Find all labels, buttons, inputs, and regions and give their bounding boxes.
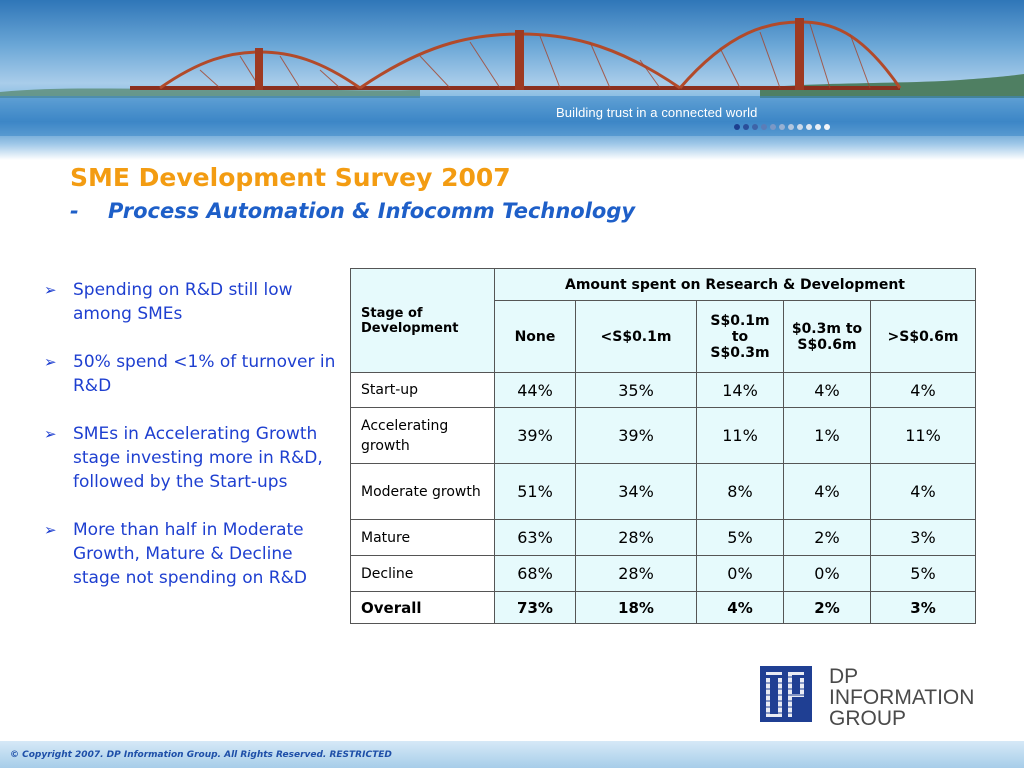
cell-value: 14% bbox=[696, 372, 784, 408]
cell-value: 3% bbox=[870, 519, 976, 556]
column-header: $0.3m to S$0.6m bbox=[783, 300, 871, 373]
rd-spending-table: Stage of Development Amount spent on Res… bbox=[350, 268, 976, 624]
cell-value: 3% bbox=[870, 591, 976, 624]
column-header: None bbox=[494, 300, 576, 373]
row-label: Decline bbox=[350, 555, 495, 592]
dot-icon bbox=[824, 124, 830, 130]
dp-logo-icon bbox=[760, 666, 812, 722]
cell-value: 5% bbox=[696, 519, 784, 556]
cell-value: 11% bbox=[696, 407, 784, 464]
key-findings-list: ➢ Spending on R&D still low among SMEs ➢ 5… bbox=[44, 278, 344, 614]
page-subtitle: - Process Automation & Infocomm Technolog… bbox=[70, 199, 635, 223]
decorative-dots bbox=[734, 124, 830, 130]
bullet-item: ➢ 50% spend <1% of turnover in R&D bbox=[44, 350, 344, 398]
column-header: S$0.1m to S$0.3m bbox=[696, 300, 784, 373]
cell-value: 4% bbox=[783, 372, 871, 408]
cell-value: 4% bbox=[783, 463, 871, 520]
copyright-text: © Copyright 2007. DP Information Group. … bbox=[10, 750, 392, 760]
row-label: Moderate growth bbox=[350, 463, 495, 520]
cell-value: 28% bbox=[575, 555, 697, 592]
bullet-text: Spending on R&D still low among SMEs bbox=[73, 280, 293, 324]
dp-logo-mark bbox=[760, 666, 812, 722]
dot-icon bbox=[752, 124, 758, 130]
header-banner: Building trust in a connected world bbox=[0, 0, 1024, 160]
dot-icon bbox=[770, 124, 776, 130]
dot-icon bbox=[797, 124, 803, 130]
table-row: Moderate growth 51% 34% 8% 4% 4% bbox=[350, 463, 976, 520]
table-subheader-row: None <S$0.1m S$0.1m to S$0.3m $0.3m to S… bbox=[351, 300, 976, 373]
cell-value: 44% bbox=[494, 372, 576, 408]
subtitle-dash: - bbox=[70, 199, 79, 223]
table-row-overall: Overall 73% 18% 4% 2% 3% bbox=[350, 591, 976, 624]
bullet-text: SMEs in Accelerating Growth stage invest… bbox=[73, 424, 323, 492]
bullet-item: ➢ More than half in Moderate Growth, Matu… bbox=[44, 518, 344, 590]
bullet-item: ➢ SMEs in Accelerating Growth stage inves… bbox=[44, 422, 344, 494]
dot-icon bbox=[806, 124, 812, 130]
cell-value: 51% bbox=[494, 463, 576, 520]
arrow-bullet-icon: ➢ bbox=[44, 353, 57, 371]
cell-value: 39% bbox=[575, 407, 697, 464]
company-logo-text: DP INFORMATION GROUP bbox=[829, 666, 974, 729]
cell-value: 0% bbox=[783, 555, 871, 592]
cell-value: 11% bbox=[870, 407, 976, 464]
cell-value: 73% bbox=[494, 591, 576, 624]
logo-line: GROUP bbox=[829, 707, 907, 730]
logo-line: DP bbox=[829, 665, 859, 688]
group-header: Amount spent on Research & Development bbox=[494, 268, 976, 301]
arrow-bullet-icon: ➢ bbox=[44, 521, 57, 539]
cell-value: 4% bbox=[870, 372, 976, 408]
bullet-text: 50% spend <1% of turnover in R&D bbox=[73, 352, 336, 396]
cell-value: 63% bbox=[494, 519, 576, 556]
row-label: Accelerating growth bbox=[350, 407, 495, 464]
cell-value: 4% bbox=[696, 591, 784, 624]
column-header: <S$0.1m bbox=[575, 300, 697, 373]
table-row: Start-up 44% 35% 14% 4% 4% bbox=[350, 372, 976, 408]
dot-icon bbox=[761, 124, 767, 130]
cell-value: 34% bbox=[575, 463, 697, 520]
table-row: Accelerating growth 39% 39% 11% 1% 11% bbox=[350, 407, 976, 464]
subtitle-text: Process Automation & Infocomm Technology bbox=[108, 199, 636, 223]
cell-value: 0% bbox=[696, 555, 784, 592]
table-row: Decline 68% 28% 0% 0% 5% bbox=[350, 555, 976, 592]
arrow-bullet-icon: ➢ bbox=[44, 425, 57, 443]
tagline: Building trust in a connected world bbox=[556, 105, 758, 120]
dot-icon bbox=[779, 124, 785, 130]
cell-value: 28% bbox=[575, 519, 697, 556]
column-header: >S$0.6m bbox=[870, 300, 976, 373]
dot-icon bbox=[788, 124, 794, 130]
cell-value: 5% bbox=[870, 555, 976, 592]
cell-value: 4% bbox=[870, 463, 976, 520]
cell-value: 68% bbox=[494, 555, 576, 592]
dot-icon bbox=[743, 124, 749, 130]
cell-value: 1% bbox=[783, 407, 871, 464]
logo-line: INFORMATION bbox=[829, 686, 975, 709]
cell-value: 8% bbox=[696, 463, 784, 520]
cell-value: 2% bbox=[783, 519, 871, 556]
cell-value: 39% bbox=[494, 407, 576, 464]
bridge-photo bbox=[0, 18, 1024, 136]
row-label: Overall bbox=[350, 591, 495, 624]
dot-icon bbox=[734, 124, 740, 130]
dot-icon bbox=[815, 124, 821, 130]
bullet-item: ➢ Spending on R&D still low among SMEs bbox=[44, 278, 344, 326]
cell-value: 2% bbox=[783, 591, 871, 624]
footer-bar: © Copyright 2007. DP Information Group. … bbox=[0, 741, 1024, 768]
table-header-row: Stage of Development Amount spent on Res… bbox=[350, 268, 976, 373]
cell-value: 18% bbox=[575, 591, 697, 624]
cell-value: 35% bbox=[575, 372, 697, 408]
page-title: SME Development Survey 2007 bbox=[70, 163, 511, 192]
table-row: Mature 63% 28% 5% 2% 3% bbox=[350, 519, 976, 556]
arrow-bullet-icon: ➢ bbox=[44, 281, 57, 299]
stage-header: Stage of Development bbox=[350, 268, 495, 373]
bullet-text: More than half in Moderate Growth, Matur… bbox=[73, 520, 307, 588]
row-label: Mature bbox=[350, 519, 495, 556]
row-label: Start-up bbox=[350, 372, 495, 408]
